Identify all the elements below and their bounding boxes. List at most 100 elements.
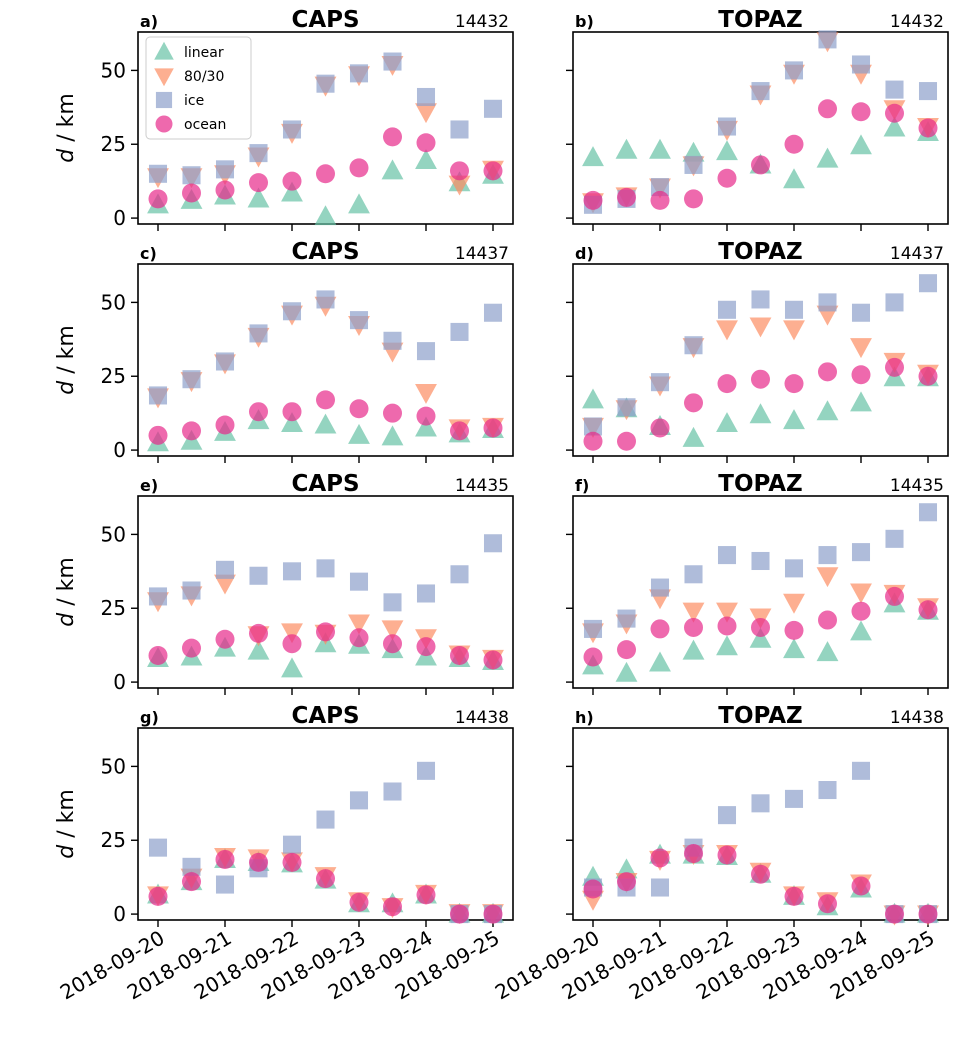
marker-linear xyxy=(615,138,638,159)
marker-ocean xyxy=(717,616,737,636)
marker-linear xyxy=(816,147,839,168)
marker-80-30 xyxy=(381,620,404,641)
marker-80-30 xyxy=(816,567,839,588)
marker-linear xyxy=(247,639,270,660)
y-axis-label-var: d xyxy=(54,612,79,627)
marker-ice xyxy=(383,593,402,612)
marker-ocean xyxy=(650,619,670,639)
marker-ice xyxy=(282,835,302,854)
marker-ocean xyxy=(282,852,302,872)
panel-title: TOPAZ xyxy=(718,7,802,33)
marker-ice xyxy=(450,120,469,139)
axes-frame xyxy=(572,31,949,225)
marker-ocean xyxy=(215,415,235,435)
marker-ocean xyxy=(182,872,201,892)
marker-linear xyxy=(716,635,738,656)
marker-ocean xyxy=(684,844,703,864)
marker-ocean xyxy=(450,161,469,181)
marker-ocean xyxy=(851,365,871,385)
marker-linear xyxy=(582,146,604,167)
panel-letter: b) xyxy=(575,12,594,31)
marker-linear xyxy=(883,116,906,137)
marker-linear xyxy=(682,426,705,447)
marker-ocean xyxy=(383,403,402,423)
marker-80-30 xyxy=(783,320,805,341)
y-axis-label-var: d xyxy=(54,844,79,859)
y-tick-label: 0 xyxy=(113,438,126,462)
marker-ice xyxy=(182,581,201,600)
panel-id: 14438 xyxy=(455,708,509,728)
marker-ice xyxy=(583,619,603,638)
marker-ocean xyxy=(282,171,302,191)
panel-e: e) CAPS 14435 0 25 50 d / km xyxy=(54,471,514,695)
marker-ocean xyxy=(784,620,804,640)
marker-ocean xyxy=(383,634,402,654)
marker-ocean xyxy=(349,399,369,419)
marker-ocean xyxy=(316,164,335,184)
marker-ice xyxy=(316,74,335,93)
panel-title: CAPS xyxy=(291,239,359,265)
legend-entry: 80/30 xyxy=(184,69,224,85)
marker-ocean xyxy=(148,189,168,209)
marker-ice xyxy=(751,82,770,101)
marker-ocean xyxy=(450,421,469,441)
marker-ocean xyxy=(182,183,201,203)
y-axis-label-unit: / km xyxy=(54,325,79,381)
marker-linear xyxy=(716,412,738,433)
y-tick-label: 25 xyxy=(101,132,126,156)
marker-linear xyxy=(749,627,772,648)
marker-linear xyxy=(816,400,839,421)
marker-ice xyxy=(717,806,737,825)
marker-ocean xyxy=(215,629,235,649)
marker-linear xyxy=(314,413,337,434)
marker-ice xyxy=(717,117,737,136)
marker-ice xyxy=(349,791,369,810)
marker-80-30 xyxy=(281,623,303,644)
marker-ice xyxy=(483,303,503,322)
marker-linear xyxy=(281,181,303,202)
marker-ocean xyxy=(416,406,436,426)
marker-ocean xyxy=(818,610,837,630)
marker-ocean xyxy=(650,418,670,438)
marker-ice xyxy=(784,559,804,578)
marker-linear xyxy=(783,638,805,659)
marker-ocean xyxy=(751,369,770,389)
marker-ocean xyxy=(617,872,636,892)
marker-ice xyxy=(751,794,770,813)
marker-ocean xyxy=(583,879,603,899)
marker-ocean xyxy=(215,180,235,200)
marker-ocean xyxy=(316,622,335,642)
marker-80-30 xyxy=(214,574,236,595)
marker-ice xyxy=(684,565,703,584)
marker-ice xyxy=(650,878,670,897)
panel-letter: c) xyxy=(140,244,157,263)
marker-linear xyxy=(615,661,638,682)
marker-ocean xyxy=(416,885,436,905)
marker-ocean xyxy=(249,173,268,193)
panel-title: TOPAZ xyxy=(718,703,802,729)
marker-ice xyxy=(383,331,402,350)
marker-ice xyxy=(483,534,503,553)
marker-ice xyxy=(851,761,871,780)
marker-ice xyxy=(851,303,871,322)
marker-80-30 xyxy=(850,583,872,604)
y-tick-label: 50 xyxy=(101,754,126,778)
y-axis-label-unit: / km xyxy=(54,789,79,845)
marker-linear xyxy=(783,168,805,189)
marker-ice xyxy=(483,99,503,118)
marker-linear xyxy=(281,657,303,678)
y-axis-label-var: d xyxy=(54,380,79,395)
marker-ocean xyxy=(316,869,335,889)
y-axis-label: d / km xyxy=(54,325,79,395)
panel-title: CAPS xyxy=(291,471,359,497)
marker-ocean xyxy=(617,431,636,451)
legend-entry: ocean xyxy=(184,117,226,133)
y-tick-label: 25 xyxy=(101,596,126,620)
marker-ice xyxy=(416,761,436,780)
marker-ice xyxy=(784,61,804,80)
marker-ice xyxy=(751,290,770,309)
marker-ice xyxy=(617,609,636,628)
marker-ocean xyxy=(717,845,737,865)
marker-ice xyxy=(215,560,235,579)
marker-ocean xyxy=(818,362,837,382)
